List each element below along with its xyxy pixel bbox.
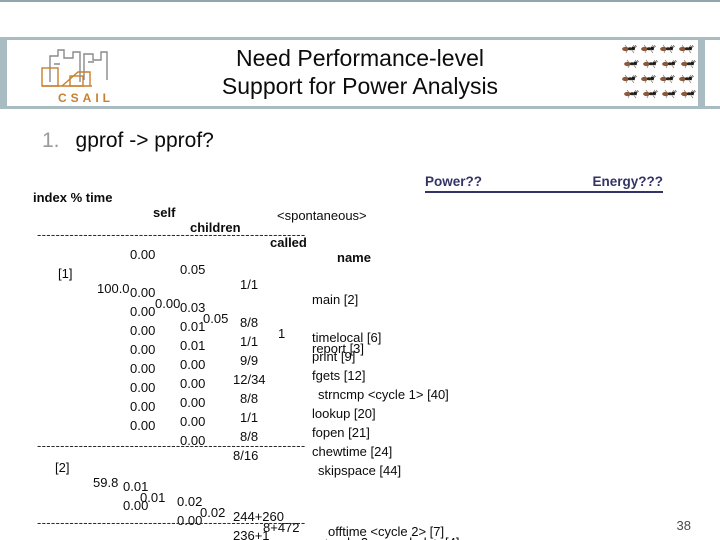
col-called: called [270,235,307,250]
col-self: self [153,205,176,220]
csail-logo: CSAIL [41,49,114,105]
slide-title: Need Performance-level Support for Power… [130,44,590,100]
header-top-rule [0,37,720,40]
spontaneous-label: <spontaneous> [277,208,367,223]
col-name: name [337,250,371,265]
header-bottom-rule [0,106,720,109]
slide-title-line2: Support for Power Analysis [221,73,499,99]
gprof-row-chewtime: 0.00 0.00 8/8 chewtime [24] [130,399,393,459]
col-index-time: index % time [33,190,113,205]
gprof-row-tzset: 0.00 0.00 236+1 tzset <cycle 2> [26] [123,498,270,540]
gprof-row-lookup: 0.00 0.00 8/8 lookup [20] [130,361,376,421]
dashed-separator: ----------------------------------------… [37,438,306,453]
gprof-row-fgets: 0.00 0.01 9/9 fgets [12] [130,323,366,383]
header-right-bar [698,37,705,109]
gprof-row-strncmp: 0.00 0.00 12/34 strncmp <cycle 1> [40] [130,342,449,402]
gprof-row-cycle2-whole: [2] 59.8 0.01 0.02 8+472 <cycle 2 as a w… [55,460,459,540]
col-children: children [190,220,241,235]
col-power: Power?? [425,174,483,189]
heading-gprof: 1. gprof -> pprof? [42,129,214,153]
header-left-bar [0,37,7,109]
gprof-row-print: 0.00 0.01 1/1 print [9] [130,304,356,364]
gprof-row-report: [1] 100.0 0.00 0.05 1 report [3] [58,266,365,356]
gprof-row-main: 0.00 0.05 1/1 main [2] [130,247,359,307]
dashed-separator: ----------------------------------------… [37,515,306,530]
gprof-row-timelocal: 0.00 0.03 8/8 timelocal [6] [130,285,382,345]
top-edge-line [0,0,720,2]
power-energy-header: Power?? Energy??? [425,174,663,193]
heading-text: gprof -> pprof? [75,129,214,152]
gprof-row-offtime: 0.01 0.02 244+260 offtime <cycle 2> [7] [123,479,445,539]
col-energy: Energy??? [592,174,663,189]
slide-title-line1: Need Performance-level [235,45,484,71]
gprof-row-skipspace: 0.00 0.00 8/16 skipspace [44] [130,418,402,478]
page-number: 38 [676,518,691,533]
spontaneous-label-row: <spontaneous> [0,193,720,223]
dashed-separator: ----------------------------------------… [37,227,306,242]
listing-column-headers: index % time self children called name [0,175,720,265]
csail-logo-text: CSAIL [58,91,114,105]
gprof-row-fopen: 0.00 0.00 1/1 fopen [21] [130,380,370,440]
heading-number: 1. [42,129,60,152]
